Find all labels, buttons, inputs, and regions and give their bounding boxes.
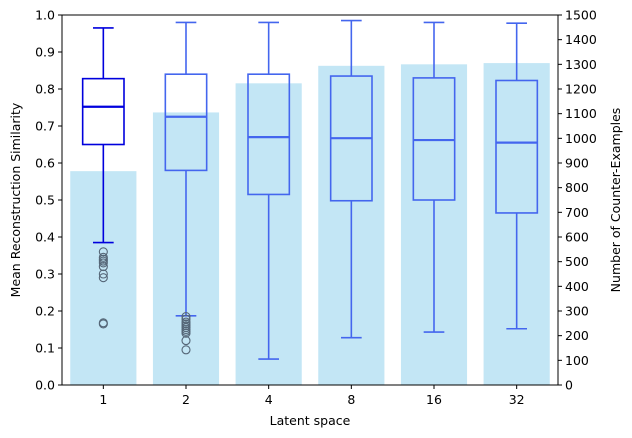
x-tick-label-8: 8	[347, 392, 355, 407]
y-left-tick-label-2: 0.2	[35, 304, 55, 319]
box-body-2	[164, 73, 208, 172]
y-right-tick-label-5: 500	[565, 254, 589, 269]
y-right-tick-label-11: 1100	[565, 106, 597, 121]
outlier-1-9	[98, 319, 108, 329]
box-2	[164, 21, 208, 355]
box-body-1	[81, 77, 125, 146]
y-right-tick-label-0: 0	[565, 378, 573, 393]
box-32	[495, 22, 539, 330]
y-left-tick-label-7: 0.7	[35, 119, 55, 134]
outlier-1-0	[98, 247, 108, 257]
x-tick-label-16: 16	[426, 392, 442, 407]
y-left-tick-label-4: 0.4	[35, 230, 55, 245]
outlier-2-8	[181, 328, 191, 338]
y-right-tick-label-4: 400	[565, 279, 589, 294]
y-axis-left-label: Mean Reconstruction Similarity	[8, 102, 23, 297]
y-right-tick-label-3: 300	[565, 304, 589, 319]
y-right-tick-label-6: 600	[565, 230, 589, 245]
y-left-tick-label-9: 0.9	[35, 45, 55, 60]
outlier-1-4	[98, 258, 108, 268]
axes-layer: 0.0 0.1 0.2 0.3 0.4 0.5 0.6 0.7 0.8 0.9 1.0 0 100 200…	[35, 8, 597, 408]
box-4	[247, 21, 291, 360]
y-left-tick-label-8: 0.8	[35, 82, 55, 97]
x-tick-label-2: 2	[182, 392, 190, 407]
x-tick-label-32: 32	[509, 392, 525, 407]
x-tick-label-4: 4	[265, 392, 273, 407]
outlier-2-0	[181, 311, 191, 322]
x-tick-label-1: 1	[99, 392, 107, 407]
y-right-tick-label-1: 100	[565, 353, 589, 368]
box-body-16	[412, 77, 456, 201]
y-right-tick-label-10: 1000	[565, 131, 597, 146]
y-left-tick-label-5: 0.5	[35, 193, 55, 208]
outlier-1-7	[98, 273, 108, 283]
outlier-1-6	[98, 269, 108, 279]
y-axis-right-label: Number of Counter-Examples	[608, 108, 623, 293]
y-right-tick-label-12: 1200	[565, 82, 597, 97]
y-right-tick-label-2: 200	[565, 328, 589, 343]
box-body-32	[495, 79, 539, 214]
y-left-tick-label-10: 1.0	[35, 8, 55, 23]
y-left-tick-label-0: 0.0	[35, 378, 55, 393]
outlier-1-5	[98, 262, 108, 272]
y-right-tick-label-14: 1400	[565, 32, 597, 47]
boxes-layer	[81, 19, 539, 360]
y-right-tick-label-8: 800	[565, 180, 589, 195]
x-axis-label: Latent space	[270, 413, 351, 428]
box-body-4	[247, 73, 291, 196]
outlier-2-9	[181, 336, 191, 346]
bars-layer	[70, 63, 550, 386]
outlier-2-10	[181, 345, 191, 355]
box-8	[329, 19, 373, 339]
y-left-tick-label-6: 0.6	[35, 156, 55, 171]
y-left-tick-label-3: 0.3	[35, 267, 55, 282]
box-1	[81, 27, 125, 329]
y-right-tick-label-13: 1300	[565, 57, 597, 72]
box-16	[412, 21, 456, 333]
y-left-tick-label-1: 0.1	[35, 341, 55, 356]
y-right-tick-label-9: 900	[565, 156, 589, 171]
y-right-tick-label-7: 700	[565, 205, 589, 220]
y-right-tick-label-15: 1500	[565, 8, 597, 23]
